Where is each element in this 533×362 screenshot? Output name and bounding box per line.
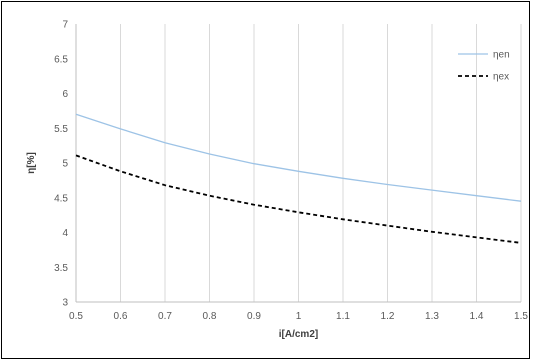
x-tick-label: 1.2 [381,311,395,322]
x-tick-label: 0.6 [114,311,128,322]
y-tick-label: 5.5 [54,124,68,135]
x-tick-label: 1.5 [514,311,528,322]
series-line-eta-ex [75,154,522,244]
y-axis-title: η[%] [26,152,37,174]
y-tick-label: 5 [62,159,68,170]
x-tick-label: 0.5 [69,311,83,322]
x-tick-label: 0.9 [247,311,261,322]
y-tick-label: 6.5 [54,54,68,65]
series-lines [75,113,522,244]
gridlines [120,24,522,302]
x-axis-title: i[A/cm2] [279,329,318,340]
x-tick-label: 1.1 [336,311,350,322]
x-tick-label: 1.4 [470,311,484,322]
series-line-eta-en [75,113,522,202]
legend: ηen ηex [458,50,510,83]
x-tick-label: 0.7 [158,311,172,322]
x-axis-ticks: 0.5 0.6 0.7 0.8 0.9 1 1.1 1.2 1.3 1.4 1.5 [69,311,528,322]
legend-label: ηex [493,72,509,83]
x-tick-label: 0.8 [203,311,217,322]
y-axis-ticks: 3 3.5 4 4.5 5 5.5 6 6.5 7 [54,20,68,309]
x-tick-label: 1.3 [425,311,439,322]
y-tick-label: 3 [62,298,68,309]
y-tick-label: 4.5 [54,193,68,204]
axes [75,24,521,303]
y-tick-label: 7 [62,20,68,31]
y-tick-label: 4 [62,228,68,239]
x-tick-label: 1 [296,311,302,322]
legend-label: ηen [493,50,510,61]
y-tick-label: 3.5 [54,263,68,274]
y-tick-label: 6 [62,89,68,100]
